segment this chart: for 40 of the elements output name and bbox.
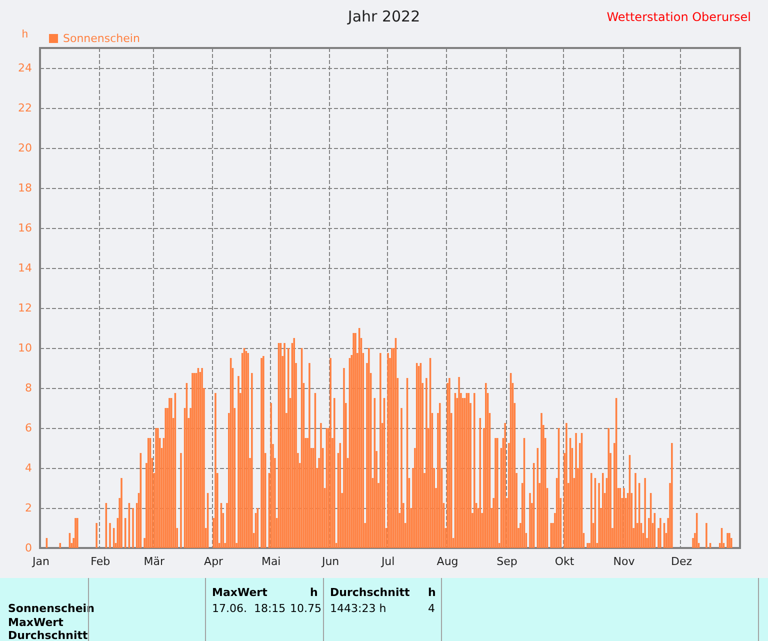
- x-tick-label: Dez: [671, 555, 692, 568]
- x-tick-label: Apr: [204, 555, 224, 568]
- x-tick-label: Okt: [554, 555, 575, 568]
- text: Sonnenschein: [8, 602, 94, 615]
- text: 4: [428, 602, 435, 615]
- chart-subtitle: Wetterstation Oberursel: [606, 10, 752, 24]
- y-axis-title: h: [22, 28, 28, 40]
- x-tick-label: Nov: [613, 555, 636, 568]
- y-tick-label: 0: [25, 542, 32, 554]
- x-tick-label: Jan: [31, 555, 50, 568]
- x-tick-label: Jun: [320, 555, 340, 568]
- text: Durchschnitt: [330, 586, 410, 599]
- x-tick-label: Feb: [90, 555, 110, 568]
- y-tick-label: 20: [18, 142, 32, 154]
- y-tick-label: 24: [18, 62, 32, 74]
- text: MaxWert: [212, 586, 268, 599]
- y-tick-label: 10: [18, 342, 32, 354]
- text: MaxWert: [8, 616, 64, 629]
- chart-title: Jahr 2022: [346, 8, 420, 26]
- text: 1443:23 h: [330, 602, 386, 615]
- text: Durchschnitt: [8, 629, 88, 641]
- y-tick-label: 14: [18, 262, 32, 274]
- y-tick-label: 18: [18, 182, 32, 194]
- y-tick-label: 22: [18, 102, 32, 114]
- text: 10.75: [290, 602, 322, 615]
- y-tick-label: 2: [25, 502, 32, 514]
- y-tick-label: 8: [25, 382, 32, 394]
- text: h: [310, 586, 318, 599]
- x-tick-label: Sep: [496, 555, 518, 568]
- text: 17.06. 18:15: [212, 602, 286, 615]
- y-tick-label: 12: [18, 302, 32, 314]
- y-tick-label: 16: [18, 222, 32, 234]
- x-tick-label: Mär: [144, 555, 165, 568]
- y-tick-label: 4: [25, 462, 32, 474]
- x-tick-label: Jul: [380, 555, 395, 568]
- text: h: [428, 586, 436, 599]
- x-tick-label: Aug: [436, 555, 458, 568]
- legend-label: Sonnenschein: [63, 32, 140, 45]
- y-tick-label: 6: [25, 422, 32, 434]
- x-tick-label: Mai: [261, 555, 281, 568]
